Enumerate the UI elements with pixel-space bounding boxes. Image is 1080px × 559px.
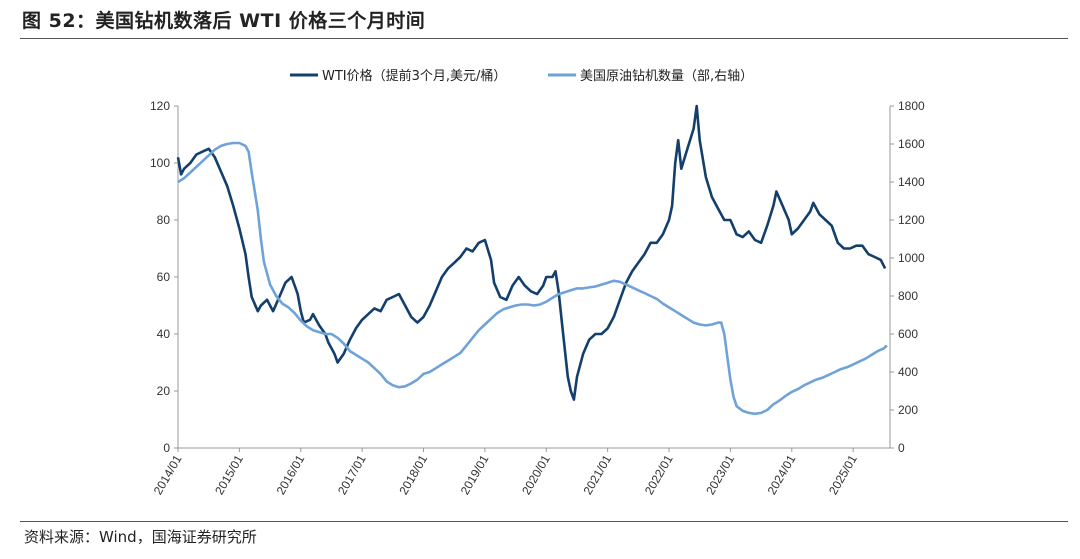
legend-label: 美国原油钻机数量（部,右轴） <box>580 69 753 84</box>
x-tick-label: 2019/01 <box>458 452 492 497</box>
x-tick-label: 2022/01 <box>642 452 676 497</box>
y-left-tick-label: 20 <box>157 384 171 398</box>
x-tick-label: 2020/01 <box>519 452 553 497</box>
y-right-tick-label: 800 <box>898 289 918 303</box>
y-right-tick-label: 1000 <box>898 251 925 265</box>
top-rule <box>20 38 1068 39</box>
y-left-tick-label: 80 <box>157 213 171 227</box>
y-right-tick-label: 1400 <box>898 175 925 189</box>
y-right-tick-label: 1800 <box>898 99 925 113</box>
y-right-tick-label: 400 <box>898 365 918 379</box>
x-tick-label: 2015/01 <box>212 452 246 497</box>
chart-title: 图 52：美国钻机数落后 WTI 价格三个月时间 <box>22 10 426 32</box>
y-right-tick-label: 600 <box>898 327 918 341</box>
chart-svg: WTI价格（提前3个月,美元/桶） 美国原油钻机数量（部,右轴） 0 20 40 60 8… <box>150 68 925 497</box>
x-tick-label: 2025/01 <box>826 452 860 497</box>
y-right-tick-label: 200 <box>898 403 918 417</box>
legend: WTI价格（提前3个月,美元/桶） 美国原油钻机数量（部,右轴） <box>290 68 753 84</box>
x-tick-label: 2018/01 <box>396 452 430 497</box>
x-tick-label: 2017/01 <box>335 452 369 497</box>
y-left-tick-label: 60 <box>157 270 171 284</box>
y-right-tick-label: 0 <box>898 441 905 455</box>
x-tick-label: 2014/01 <box>151 452 185 497</box>
x-tick-label: 2024/01 <box>765 452 799 497</box>
oil-rig-count-line <box>177 141 888 416</box>
x-tick-label: 2021/01 <box>580 452 614 497</box>
bottom-rule <box>20 521 1068 522</box>
y-left-tick-label: 40 <box>157 327 171 341</box>
legend-label: WTI价格（提前3个月,美元/桶） <box>322 68 506 84</box>
y-left-tick-label: 120 <box>150 99 170 113</box>
x-tick-label: 2016/01 <box>274 452 308 497</box>
y-left-tick-label: 100 <box>150 156 170 170</box>
y-left-tick-label: 0 <box>163 441 170 455</box>
series-lines <box>176 104 888 416</box>
y-right-tick-label: 1200 <box>898 213 925 227</box>
wti-price-line <box>176 104 887 401</box>
axes: 0204060801001200200400600800100012001400… <box>150 99 925 497</box>
y-right-tick-label: 1600 <box>898 137 925 151</box>
source-note: 资料来源：Wind，国海证券研究所 <box>24 528 257 546</box>
x-tick-label: 2023/01 <box>703 452 737 497</box>
